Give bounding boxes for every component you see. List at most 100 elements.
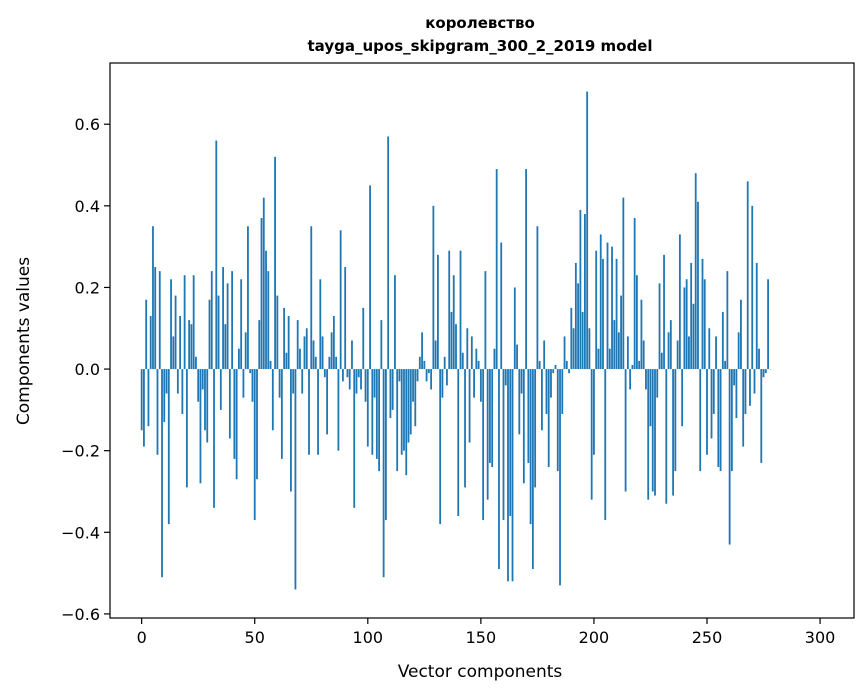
bar-component-183 bbox=[554, 364, 557, 370]
y-tick-label: −0.2 bbox=[61, 442, 100, 461]
bar-component-220 bbox=[638, 360, 641, 370]
bar-component-21 bbox=[188, 320, 191, 370]
bar-component-199 bbox=[590, 369, 593, 500]
bar-component-26 bbox=[199, 369, 202, 484]
bar-component-23 bbox=[192, 275, 195, 370]
bar-component-110 bbox=[389, 369, 392, 419]
bar-component-196 bbox=[583, 213, 586, 370]
bar-component-4 bbox=[149, 316, 152, 370]
bar-component-0 bbox=[140, 369, 143, 431]
bar-component-161 bbox=[504, 369, 507, 386]
bar-component-169 bbox=[522, 369, 525, 484]
bar-component-201 bbox=[595, 250, 598, 370]
bar-component-177 bbox=[541, 369, 543, 431]
bar-component-35 bbox=[219, 369, 222, 410]
bar-component-15 bbox=[174, 295, 177, 370]
bar-component-257 bbox=[721, 311, 724, 370]
bar-component-106 bbox=[380, 320, 383, 370]
bar-component-95 bbox=[355, 369, 358, 394]
bar-component-44 bbox=[240, 279, 243, 370]
bar-component-254 bbox=[715, 336, 717, 370]
y-axis-label: Components values bbox=[14, 257, 34, 425]
bar-component-107 bbox=[382, 369, 385, 578]
bar-component-158 bbox=[498, 369, 500, 570]
bar-component-114 bbox=[398, 369, 401, 382]
bar-component-5 bbox=[152, 226, 154, 370]
bar-component-275 bbox=[762, 369, 765, 378]
bar-component-229 bbox=[658, 283, 661, 370]
bar-component-210 bbox=[615, 258, 618, 370]
bar-component-1 bbox=[143, 369, 145, 447]
bar-component-202 bbox=[597, 348, 600, 370]
bar-component-150 bbox=[479, 369, 482, 402]
bar-component-168 bbox=[520, 369, 523, 394]
bar-component-63 bbox=[283, 307, 286, 370]
bar-component-42 bbox=[235, 369, 238, 480]
bar-component-184 bbox=[556, 369, 559, 472]
bar-component-11 bbox=[165, 369, 168, 394]
bar-component-79 bbox=[319, 279, 322, 370]
bar-component-174 bbox=[534, 369, 537, 488]
bar-component-181 bbox=[550, 369, 552, 398]
bar-component-219 bbox=[636, 275, 638, 370]
bar-component-12 bbox=[167, 369, 170, 525]
bar-component-255 bbox=[717, 369, 720, 468]
bar-component-80 bbox=[321, 336, 324, 370]
bar-component-82 bbox=[326, 369, 328, 435]
bar-component-248 bbox=[701, 258, 704, 370]
bar-component-166 bbox=[516, 344, 518, 370]
bar-component-56 bbox=[267, 271, 270, 370]
bar-component-109 bbox=[387, 136, 390, 370]
bar-component-133 bbox=[441, 369, 444, 398]
bar-component-126 bbox=[425, 369, 428, 382]
bar-component-242 bbox=[688, 336, 690, 370]
bar-component-32 bbox=[213, 369, 215, 508]
bar-component-178 bbox=[543, 340, 546, 370]
bar-component-206 bbox=[606, 242, 609, 370]
bar-component-232 bbox=[665, 369, 668, 504]
bar-component-153 bbox=[486, 369, 489, 500]
bar-component-176 bbox=[538, 360, 541, 370]
bar-component-127 bbox=[427, 369, 430, 374]
bar-component-157 bbox=[495, 169, 498, 370]
bar-component-137 bbox=[450, 311, 453, 370]
bar-component-124 bbox=[421, 332, 423, 370]
bar-component-43 bbox=[238, 348, 240, 370]
bar-component-78 bbox=[317, 369, 319, 455]
bar-component-154 bbox=[489, 369, 491, 463]
bar-component-216 bbox=[629, 369, 632, 390]
bar-component-230 bbox=[660, 352, 663, 370]
bar-component-241 bbox=[685, 279, 688, 370]
bar-component-221 bbox=[640, 299, 643, 370]
bar-component-261 bbox=[730, 369, 733, 472]
bar-component-147 bbox=[473, 369, 475, 398]
bar-component-151 bbox=[482, 369, 485, 521]
bar-component-120 bbox=[412, 369, 414, 402]
bar-component-9 bbox=[161, 369, 163, 578]
bar-component-97 bbox=[360, 369, 362, 390]
bar-component-253 bbox=[712, 369, 715, 414]
bar-component-246 bbox=[697, 201, 699, 370]
bar-component-180 bbox=[547, 369, 550, 468]
bar-component-129 bbox=[432, 205, 435, 370]
bar-component-33 bbox=[215, 140, 218, 370]
bar-component-17 bbox=[179, 316, 182, 370]
bar-component-226 bbox=[651, 369, 654, 492]
bar-component-225 bbox=[649, 369, 652, 427]
bar-component-237 bbox=[676, 340, 679, 370]
bar-component-141 bbox=[459, 250, 462, 370]
bar-component-112 bbox=[394, 275, 396, 370]
bar-component-138 bbox=[452, 275, 455, 370]
bar-component-14 bbox=[172, 336, 175, 370]
bar-component-179 bbox=[545, 369, 548, 414]
bar-component-83 bbox=[328, 356, 331, 370]
chart-title: королевство bbox=[425, 14, 535, 32]
bar-component-205 bbox=[604, 369, 607, 521]
bar-component-132 bbox=[439, 369, 442, 525]
bar-component-165 bbox=[513, 287, 516, 370]
bar-component-68 bbox=[294, 369, 297, 590]
bar-component-276 bbox=[764, 369, 767, 374]
bar-component-13 bbox=[170, 279, 172, 370]
bar-component-77 bbox=[314, 356, 317, 370]
